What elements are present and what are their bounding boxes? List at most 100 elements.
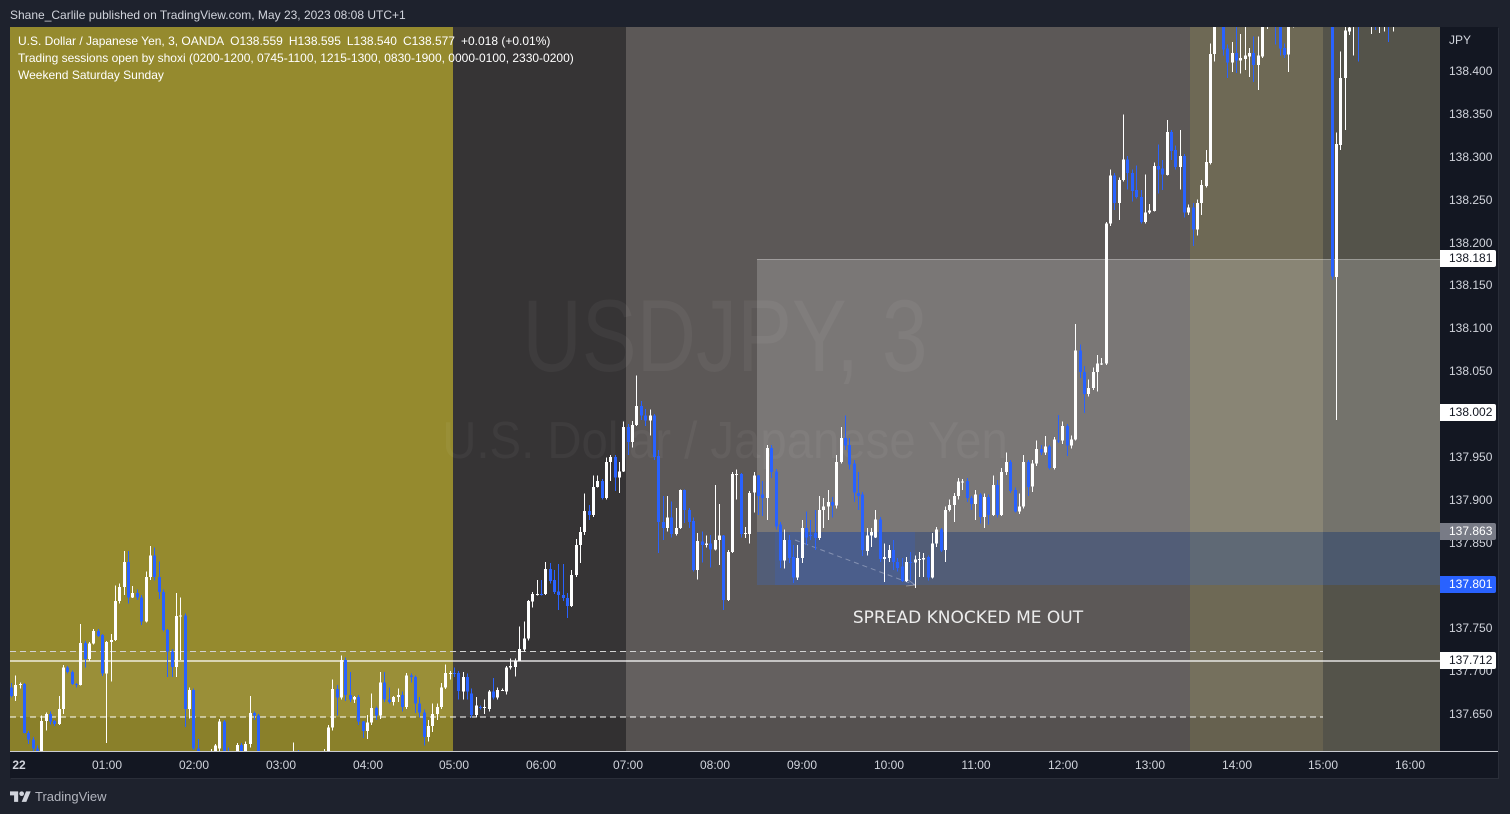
candle-up	[635, 375, 638, 426]
candle-up	[427, 720, 430, 742]
price-badge-level-line[interactable]: 137.712	[1440, 652, 1496, 669]
tradingview-footer[interactable]: TradingView	[10, 788, 107, 804]
candle-up	[514, 658, 517, 677]
time-axis[interactable]: 22 01:00 02:00 03:00 04:00 05:00 06:00 0…	[10, 751, 1498, 778]
candle-up	[679, 489, 682, 529]
candle-down	[1126, 155, 1129, 190]
time-tick: 08:00	[699, 758, 731, 772]
candle-down	[75, 683, 78, 688]
candle-up	[1122, 114, 1125, 182]
time-tick: 14:00	[1221, 758, 1253, 772]
legend-change: +0.018 (+0.01%)	[460, 34, 551, 48]
price-axis[interactable]: JPY 138.400 138.350 138.300 138.250 138.…	[1440, 27, 1498, 751]
watermark-symbol: USDJPY, 3	[522, 285, 927, 387]
price-tick: 138.300	[1449, 150, 1493, 164]
candle-up	[79, 624, 82, 686]
time-tick: 13:00	[1134, 758, 1166, 772]
candle-up	[883, 543, 886, 582]
candle-down	[223, 720, 226, 751]
candle-down	[1135, 165, 1138, 199]
candle-up	[1287, 27, 1290, 72]
candle-down	[466, 673, 469, 700]
candle-down	[1183, 154, 1186, 218]
candle-down	[1140, 190, 1143, 224]
candle-up	[866, 527, 869, 556]
candle-down	[36, 745, 39, 751]
candle-down	[566, 593, 569, 618]
candle-up	[961, 479, 964, 491]
price-badge-entry[interactable]: 137.801	[1440, 576, 1496, 593]
candle-down	[423, 709, 426, 746]
tradingview-brand-text: TradingView	[35, 788, 107, 804]
candle-up	[392, 696, 395, 706]
candle-down	[688, 508, 691, 528]
candle-up	[475, 696, 478, 718]
candle-down	[136, 589, 139, 600]
candle-up	[1371, 27, 1372, 35]
candle-up	[914, 555, 917, 588]
candle-up	[766, 444, 769, 521]
candle-up	[1213, 27, 1216, 62]
candle-down	[27, 731, 30, 744]
candle-up	[483, 699, 486, 714]
entry-zone-box[interactable]	[757, 532, 1440, 585]
candle-down	[470, 688, 473, 718]
candle-up	[218, 719, 221, 751]
candle-down	[457, 671, 460, 700]
time-tick-day: 22	[12, 758, 26, 772]
candle-down	[775, 468, 778, 530]
price-badge-spike-low[interactable]: 138.002	[1440, 404, 1496, 421]
price-badge-stop-top[interactable]: 138.181	[1440, 250, 1496, 267]
candle-down	[49, 711, 52, 725]
legend-symbol-line[interactable]: U.S. Dollar / Japanese Yen, 3, OANDA O138…	[18, 33, 574, 50]
candle-up	[214, 744, 217, 751]
stop-loss-zone-box[interactable]	[757, 259, 1440, 532]
candle-up	[131, 586, 134, 599]
candle-down	[892, 539, 895, 570]
legend-indicator-weekend[interactable]: Weekend Saturday Sunday	[18, 68, 164, 82]
candle-up	[1074, 323, 1077, 441]
annotation-text[interactable]: SPREAD KNOCKED ME OUT	[852, 608, 1084, 628]
candle-up	[735, 469, 738, 500]
candle-up	[1070, 435, 1073, 449]
chart-plot-area[interactable]: USDJPY, 3 U.S. Dollar / Japanese Yen U.S…	[10, 27, 1440, 751]
candle-down	[479, 705, 482, 710]
candle-up	[1261, 27, 1264, 59]
candle-down	[601, 479, 604, 500]
candle-up	[370, 693, 373, 726]
candle-up	[114, 585, 117, 642]
candle-up	[1109, 169, 1112, 227]
candle-up	[236, 743, 239, 751]
candle-up	[14, 675, 17, 702]
candle-up	[1348, 27, 1351, 35]
candle-down	[344, 657, 347, 702]
candle-down	[192, 688, 195, 750]
candle-down	[66, 666, 69, 674]
price-tick: 137.950	[1449, 450, 1493, 464]
candle-up	[905, 557, 908, 582]
time-tick: 01:00	[91, 758, 123, 772]
price-tick: 138.400	[1449, 64, 1493, 78]
candle-up	[431, 703, 434, 732]
time-tick: 12:00	[1047, 758, 1079, 772]
time-tick: 10:00	[873, 758, 905, 772]
candle-down	[809, 520, 812, 540]
price-badge-zone-top[interactable]: 137.863	[1440, 523, 1496, 540]
candle-up	[649, 409, 652, 436]
candle-down	[879, 516, 882, 563]
candle-up	[1196, 199, 1199, 236]
candle-up	[1144, 174, 1147, 224]
candle-down	[1331, 27, 1334, 280]
candle-down	[349, 672, 352, 702]
candle-down	[1079, 344, 1082, 378]
price-tick: 138.100	[1449, 321, 1493, 335]
legend-indicator-sessions[interactable]: Trading sessions open by shoxi (0200-120…	[18, 51, 574, 65]
candle-down	[792, 545, 795, 583]
candle-down	[1014, 487, 1017, 513]
candle-up	[753, 472, 756, 513]
candle-down	[701, 531, 704, 563]
candle-up	[62, 665, 65, 714]
candle-down	[84, 641, 87, 668]
candle-down	[562, 563, 565, 601]
chart-legend: U.S. Dollar / Japanese Yen, 3, OANDA O138…	[18, 33, 574, 84]
